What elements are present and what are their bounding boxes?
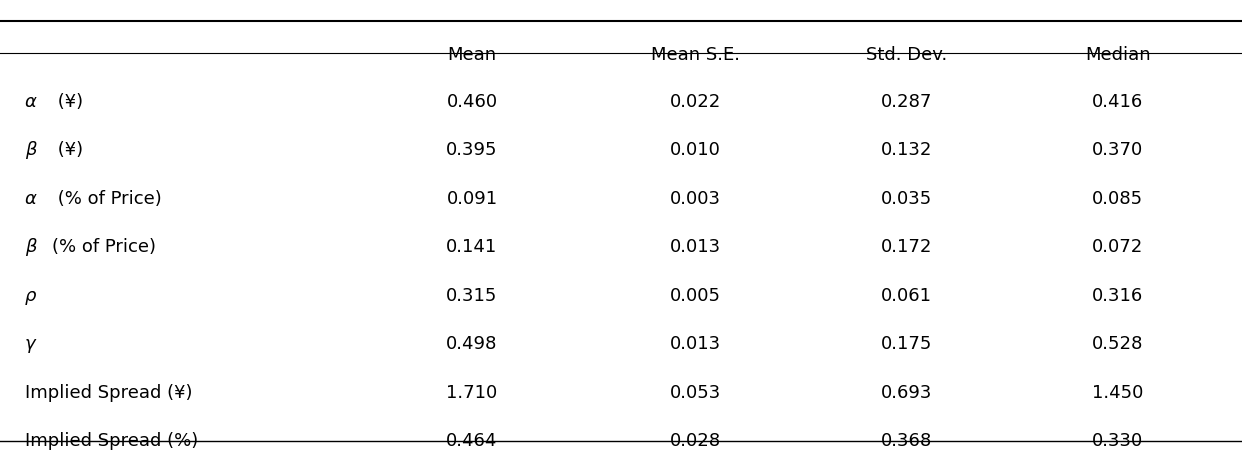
Text: Median: Median <box>1086 47 1150 64</box>
Text: Implied Spread (%): Implied Spread (%) <box>25 432 197 450</box>
Text: α: α <box>25 190 37 207</box>
Text: 0.315: 0.315 <box>446 287 498 304</box>
Text: 0.022: 0.022 <box>669 93 722 110</box>
Text: Std. Dev.: Std. Dev. <box>866 47 948 64</box>
Text: γ: γ <box>25 335 36 353</box>
Text: 0.287: 0.287 <box>881 93 933 110</box>
Text: 0.330: 0.330 <box>1092 432 1144 450</box>
Text: 1.710: 1.710 <box>446 384 498 401</box>
Text: 0.028: 0.028 <box>669 432 722 450</box>
Text: 0.132: 0.132 <box>881 141 933 159</box>
Text: 0.693: 0.693 <box>881 384 933 401</box>
Text: 0.141: 0.141 <box>446 238 498 256</box>
Text: 1.450: 1.450 <box>1092 384 1144 401</box>
Text: 0.528: 0.528 <box>1092 335 1144 353</box>
Text: Mean S.E.: Mean S.E. <box>651 47 740 64</box>
Text: 0.003: 0.003 <box>669 190 722 207</box>
Text: 0.005: 0.005 <box>669 287 722 304</box>
Text: 0.370: 0.370 <box>1092 141 1144 159</box>
Text: 0.498: 0.498 <box>446 335 498 353</box>
Text: 0.085: 0.085 <box>1092 190 1144 207</box>
Text: 0.368: 0.368 <box>881 432 933 450</box>
Text: 0.175: 0.175 <box>881 335 933 353</box>
Text: α: α <box>25 93 37 110</box>
Text: 0.172: 0.172 <box>881 238 933 256</box>
Text: (¥): (¥) <box>52 141 83 159</box>
Text: 0.035: 0.035 <box>881 190 933 207</box>
Text: 0.460: 0.460 <box>446 93 498 110</box>
Text: 0.072: 0.072 <box>1092 238 1144 256</box>
Text: 0.316: 0.316 <box>1092 287 1144 304</box>
Text: β: β <box>25 141 36 159</box>
Text: 0.013: 0.013 <box>669 238 722 256</box>
Text: 0.464: 0.464 <box>446 432 498 450</box>
Text: β: β <box>25 238 36 256</box>
Text: Implied Spread (¥): Implied Spread (¥) <box>25 384 193 401</box>
Text: (% of Price): (% of Price) <box>52 238 156 256</box>
Text: ρ: ρ <box>25 287 36 304</box>
Text: 0.013: 0.013 <box>669 335 722 353</box>
Text: 0.395: 0.395 <box>446 141 498 159</box>
Text: (% of Price): (% of Price) <box>52 190 161 207</box>
Text: 0.053: 0.053 <box>669 384 722 401</box>
Text: 0.416: 0.416 <box>1092 93 1144 110</box>
Text: Mean: Mean <box>447 47 497 64</box>
Text: (¥): (¥) <box>52 93 83 110</box>
Text: 0.061: 0.061 <box>881 287 933 304</box>
Text: 0.010: 0.010 <box>671 141 720 159</box>
Text: 0.091: 0.091 <box>446 190 498 207</box>
